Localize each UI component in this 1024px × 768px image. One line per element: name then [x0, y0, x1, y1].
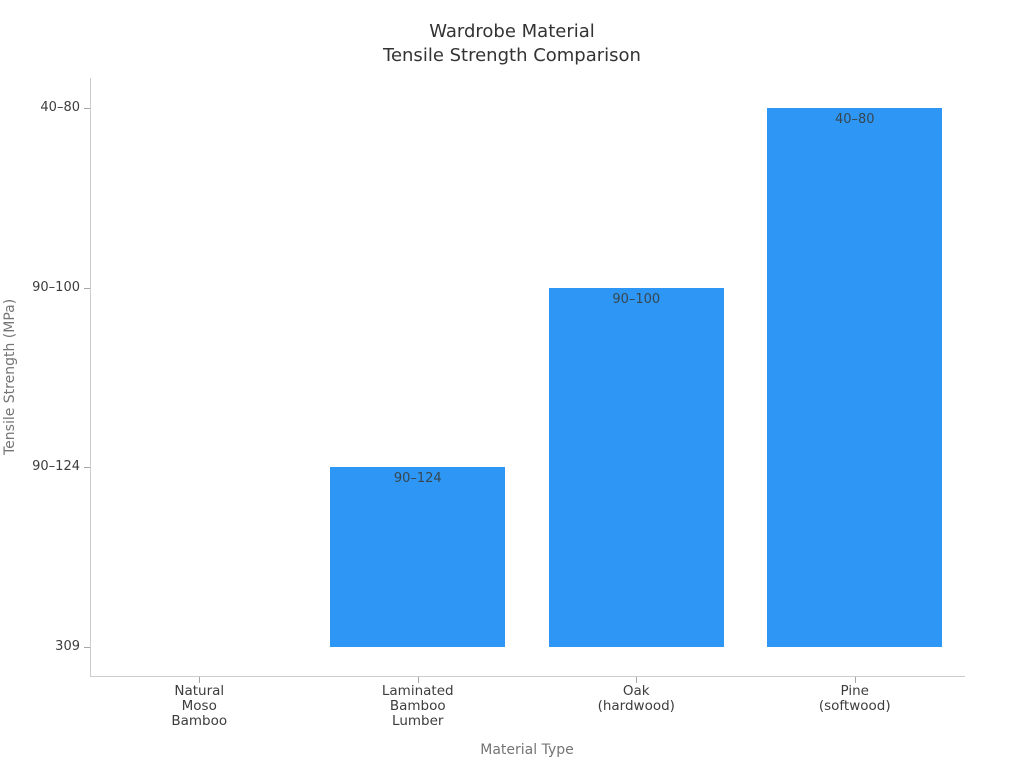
bar-value-label-oak-hardwood: 90–100 — [612, 291, 661, 307]
bar-value-label-laminated-bamboo-lumber: 90–124 — [393, 471, 442, 487]
y-tick-mark — [84, 108, 90, 109]
bar-value-label-pine-softwood: 40–80 — [834, 112, 875, 127]
y-axis-label: Tensile Strength (MPa) — [2, 298, 18, 456]
chart-title: Wardrobe Material Tensile Strength Compa… — [0, 20, 1024, 68]
x-tick-label-line: (softwood) — [818, 698, 891, 714]
x-tick-label-line: Bamboo — [171, 713, 228, 729]
x-tick-label-line: Bamboo — [389, 698, 446, 714]
x-tick-mark — [199, 677, 201, 683]
x-axis-label: Material Type — [480, 742, 574, 758]
bar-pine-softwood — [767, 108, 943, 647]
x-tick-mark — [417, 677, 419, 683]
bar-oak-hardwood — [548, 287, 724, 647]
x-tick-label-oak-hardwood: Oak (hardwood) — [527, 684, 746, 714]
y-tick-mark — [84, 467, 90, 469]
chart-title-line-1: Wardrobe Material — [429, 21, 595, 42]
bar-laminated-bamboo-lumber — [330, 467, 506, 647]
y-tick-mark — [84, 287, 90, 289]
x-tick-label-line: Natural — [174, 683, 225, 699]
y-tick-label: 90–100 — [32, 279, 80, 295]
y-tick-label: 309 — [55, 639, 80, 654]
x-tick-label-line: Lumber — [392, 713, 444, 729]
x-tick-label-laminated-bamboo-lumber: Laminated Bamboo Lumber — [309, 684, 528, 729]
x-tick-label-line: Moso — [181, 698, 217, 714]
x-tick-label-line: Oak — [622, 683, 650, 699]
x-tick-label-line: (hardwood) — [597, 698, 675, 714]
y-tick-label: 90–124 — [32, 459, 80, 475]
y-tick-mark — [84, 647, 90, 648]
y-tick-label: 40–80 — [40, 100, 80, 115]
x-tick-mark — [636, 677, 638, 683]
x-tick-label-natural-moso-bamboo: Natural Moso Bamboo — [90, 684, 309, 729]
chart-title-line-2: Tensile Strength Comparison — [383, 45, 641, 66]
x-tick-label-line: Pine — [840, 683, 869, 699]
x-tick-label-pine-softwood: Pine (softwood) — [746, 684, 965, 714]
x-tick-mark — [854, 677, 856, 683]
x-tick-label-line: Laminated — [381, 683, 454, 699]
plot-area — [90, 78, 965, 677]
